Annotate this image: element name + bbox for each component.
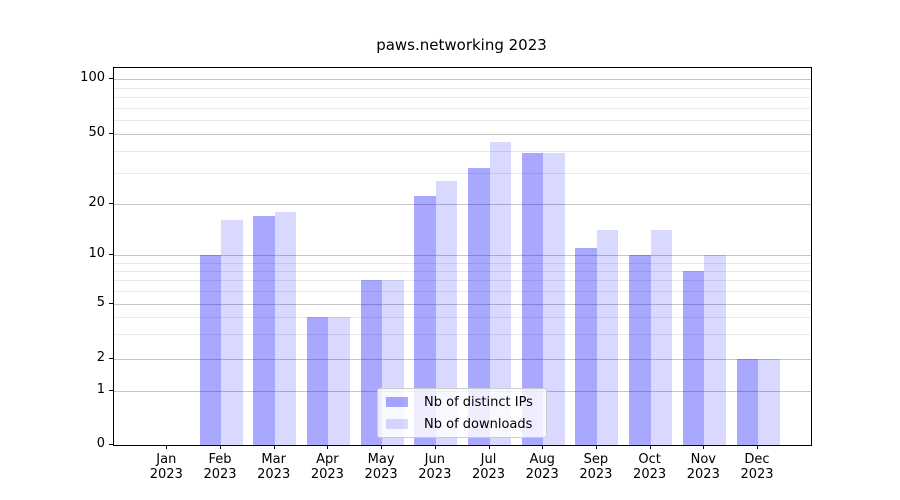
chart-title: paws.networking 2023 bbox=[376, 36, 547, 54]
gridline-minor-80 bbox=[114, 97, 811, 98]
gridline-minor-4 bbox=[114, 317, 811, 319]
bar-mar-2023-downloads bbox=[274, 211, 297, 445]
y-tick-label-2: 2 bbox=[96, 349, 105, 365]
x-tick-6 bbox=[488, 445, 490, 449]
legend-label-downloads: Nb of downloads bbox=[424, 416, 533, 432]
x-tick-label-1: Feb 2023 bbox=[203, 452, 237, 482]
x-tick-7 bbox=[542, 445, 544, 449]
gridline-major-2 bbox=[114, 358, 811, 360]
bar-jun-2023-distinct-ips bbox=[414, 196, 436, 445]
y-tick-label-10: 10 bbox=[88, 246, 105, 262]
x-tick-4 bbox=[381, 445, 383, 449]
x-tick-8 bbox=[595, 445, 597, 449]
x-tick-2 bbox=[273, 445, 275, 449]
x-tick-label-7: Aug 2023 bbox=[525, 452, 559, 482]
gridline-minor-9 bbox=[114, 262, 811, 264]
gridline-minor-90 bbox=[114, 87, 811, 89]
gridline-major-5 bbox=[114, 303, 811, 305]
x-tick-label-10: Nov 2023 bbox=[686, 452, 720, 482]
x-tick-label-3: Apr 2023 bbox=[310, 452, 344, 482]
bar-oct-2023-downloads bbox=[650, 230, 673, 445]
x-tick-label-8: Sep 2023 bbox=[579, 452, 613, 482]
gridline-minor-3 bbox=[114, 334, 811, 336]
bar-nov-2023-downloads bbox=[704, 255, 726, 445]
x-tick-label-5: Jun 2023 bbox=[418, 452, 452, 482]
x-tick-11 bbox=[757, 445, 758, 449]
x-tick-label-6: Jul 2023 bbox=[471, 452, 506, 482]
legend-row-downloads: Nb of downloads bbox=[386, 415, 538, 433]
gridline-minor-8 bbox=[114, 270, 811, 272]
bar-feb-2023-downloads bbox=[221, 220, 243, 445]
gridline-minor-40 bbox=[114, 151, 811, 153]
y-tick-label-1: 1 bbox=[96, 382, 105, 397]
gridline-major-10 bbox=[114, 255, 811, 257]
x-tick-label-2: Mar 2023 bbox=[257, 452, 291, 482]
x-tick-1 bbox=[220, 445, 221, 449]
bar-jul-2023-downloads bbox=[489, 142, 511, 445]
gridline-minor-30 bbox=[114, 172, 811, 174]
gridline-minor-7 bbox=[114, 280, 811, 282]
bar-apr-2023-downloads bbox=[328, 317, 350, 445]
y-tick-label-50: 50 bbox=[88, 125, 105, 141]
bar-jun-2023-downloads bbox=[435, 180, 458, 445]
legend-swatch-distinct-ips bbox=[386, 397, 408, 407]
x-tick-10 bbox=[703, 445, 705, 449]
bar-mar-2023-distinct-ips bbox=[253, 215, 275, 445]
y-tick-100 bbox=[109, 78, 113, 80]
y-tick-label-5: 5 bbox=[96, 294, 105, 310]
x-tick-label-9: Oct 2023 bbox=[633, 452, 667, 482]
y-tick-20 bbox=[109, 202, 113, 204]
bar-feb-2023-distinct-ips bbox=[199, 255, 221, 445]
x-tick-3 bbox=[327, 445, 329, 449]
bar-may-2023-distinct-ips bbox=[360, 280, 383, 445]
x-tick-label-11: Dec 2023 bbox=[740, 452, 774, 482]
gridline-major-100 bbox=[114, 79, 811, 81]
bar-sep-2023-downloads bbox=[596, 230, 619, 445]
y-tick-10 bbox=[109, 254, 113, 256]
bar-dec-2023-downloads bbox=[758, 358, 780, 445]
y-tick-label-100: 100 bbox=[80, 70, 105, 86]
x-tick-label-4: May 2023 bbox=[364, 452, 398, 482]
legend-swatch-downloads bbox=[386, 419, 408, 429]
gridline-minor-6 bbox=[114, 290, 811, 292]
legend-row-distinct-ips: Nb of distinct IPs bbox=[386, 393, 538, 411]
y-tick-0 bbox=[109, 444, 113, 445]
y-tick-1 bbox=[109, 390, 113, 391]
bar-nov-2023-distinct-ips bbox=[682, 270, 705, 445]
bar-apr-2023-distinct-ips bbox=[306, 317, 329, 445]
legend: Nb of distinct IPs Nb of downloads bbox=[377, 388, 547, 438]
gridline-major-20 bbox=[114, 203, 811, 205]
legend-label-distinct-ips: Nb of distinct IPs bbox=[424, 394, 533, 410]
bar-sep-2023-distinct-ips bbox=[575, 248, 597, 445]
bar-jul-2023-distinct-ips bbox=[468, 168, 490, 445]
bar-aug-2023-distinct-ips bbox=[521, 153, 544, 445]
x-tick-0 bbox=[166, 445, 168, 449]
y-tick-label-20: 20 bbox=[88, 194, 105, 210]
gridline-minor-70 bbox=[114, 107, 811, 109]
x-tick-5 bbox=[434, 445, 436, 449]
gridline-major-50 bbox=[114, 134, 811, 136]
x-tick-label-0: Jan 2023 bbox=[149, 452, 183, 482]
bar-aug-2023-downloads bbox=[543, 153, 565, 445]
y-tick-5 bbox=[109, 302, 113, 304]
y-tick-2 bbox=[109, 357, 113, 359]
x-tick-9 bbox=[649, 445, 651, 449]
y-tick-label-0: 0 bbox=[96, 436, 105, 451]
bar-oct-2023-distinct-ips bbox=[629, 255, 651, 445]
y-tick-50 bbox=[109, 133, 113, 135]
gridline-minor-60 bbox=[114, 119, 811, 121]
bar-dec-2023-distinct-ips bbox=[736, 358, 758, 445]
